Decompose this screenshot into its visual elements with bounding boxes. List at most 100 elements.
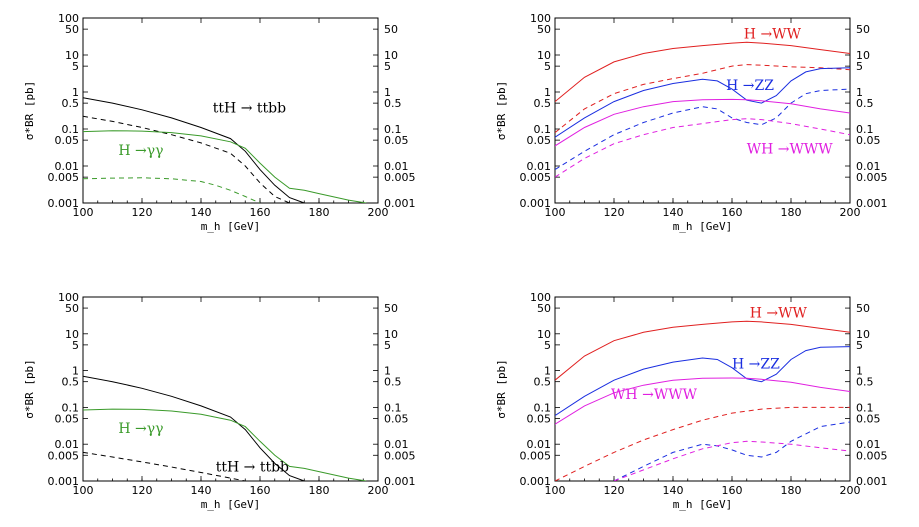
series-line-wh-www-solid — [555, 98, 850, 147]
right-y-tick-label: 0.5 — [384, 376, 402, 389]
y-tick-label: 10 — [537, 328, 551, 341]
annotation-label: ttH → ttbb — [213, 100, 286, 116]
right-y-tick-label: 0.005 — [384, 449, 416, 462]
right-y-tick-label: 0.01 — [384, 160, 409, 173]
y-tick-label: 0.005 — [520, 171, 552, 184]
y-tick-label: 0.005 — [48, 171, 80, 184]
right-y-tick-label: 0.05 — [856, 412, 881, 425]
y-tick-label: 50 — [65, 23, 79, 36]
y-tick-label: 0.5 — [62, 376, 80, 389]
x-tick-label: 160 — [722, 484, 743, 497]
y-tick-label: 100 — [530, 12, 551, 25]
right-y-tick-label: 50 — [856, 302, 870, 315]
right-y-tick-label: 0.5 — [856, 97, 874, 110]
x-tick-label: 100 — [545, 484, 566, 497]
y-axis-title: σ*BR [pb] — [495, 81, 508, 141]
y-tick-label: 0.005 — [48, 449, 80, 462]
right-y-tick-label: 5 — [384, 60, 391, 73]
right-y-tick-label: 0.001 — [384, 197, 416, 210]
y-tick-label: 0.01 — [527, 438, 552, 451]
series-line-wh-www-solid — [555, 377, 850, 425]
right-y-tick-label: 0.01 — [856, 438, 881, 451]
series-line-h-zz-dashed — [613, 421, 850, 481]
x-tick-label: 140 — [663, 206, 684, 219]
series-line-h-ww-solid — [555, 41, 850, 102]
series-line-h-zz-solid — [555, 346, 850, 417]
annotation-label: WH →WWW — [611, 387, 698, 403]
x-tick-label: 180 — [781, 206, 802, 219]
x-tick-label: 200 — [368, 484, 389, 497]
y-tick-label: 10 — [537, 49, 551, 62]
x-tick-label: 140 — [663, 484, 684, 497]
annotation-label: H →ZZ — [732, 356, 780, 372]
annotation-label: H →ZZ — [726, 78, 774, 94]
right-y-tick-label: 0.01 — [856, 160, 881, 173]
right-y-tick-label: 0.005 — [384, 171, 416, 184]
series-line-tth-ttbb-dashed — [83, 115, 290, 203]
x-tick-label: 140 — [191, 484, 212, 497]
y-tick-label: 0.1 — [534, 123, 552, 136]
annotation-label: WH →WWW — [747, 141, 834, 157]
series-line-tth-ttbb-solid — [83, 97, 305, 203]
x-tick-label: 160 — [250, 484, 271, 497]
y-tick-label: 5 — [72, 339, 79, 352]
y-axis-title: σ*BR [pb] — [23, 81, 36, 141]
right-y-tick-label: 0.001 — [856, 197, 888, 210]
y-axis-title: σ*BR [pb] — [23, 359, 36, 419]
series-line-h-solid — [83, 408, 367, 481]
x-tick-label: 140 — [191, 206, 212, 219]
x-tick-label: 200 — [368, 206, 389, 219]
x-tick-label: 100 — [545, 206, 566, 219]
y-tick-label: 0.1 — [62, 123, 80, 136]
right-y-tick-label: 0.05 — [384, 412, 409, 425]
y-tick-label: 0.01 — [527, 160, 552, 173]
right-y-tick-label: 5 — [384, 339, 391, 352]
right-y-tick-label: 10 — [384, 328, 398, 341]
right-y-tick-label: 0.005 — [856, 449, 888, 462]
right-y-tick-label: 0.1 — [384, 401, 402, 414]
y-tick-label: 0.05 — [55, 412, 80, 425]
series-line-tth-ttbb-solid — [83, 375, 305, 481]
annotation-label: H →γγ — [118, 143, 163, 159]
x-tick-label: 120 — [604, 484, 625, 497]
right-y-tick-label: 0.005 — [856, 171, 888, 184]
y-tick-label: 50 — [537, 302, 551, 315]
right-y-tick-label: 1 — [384, 365, 391, 378]
y-tick-label: 0.001 — [48, 475, 80, 488]
y-tick-label: 1 — [72, 365, 79, 378]
x-tick-label: 160 — [722, 206, 743, 219]
series-line-tth-ttbb-dashed — [83, 451, 246, 481]
annotation-label: H →γγ — [118, 421, 163, 437]
right-y-tick-label: 0.01 — [384, 438, 409, 451]
series-line-h-ww-dashed — [555, 64, 850, 133]
right-y-tick-label: 0.5 — [856, 376, 874, 389]
y-tick-label: 1 — [544, 86, 551, 99]
right-y-tick-label: 0.05 — [856, 134, 881, 147]
x-axis-title: m_h [GeV] — [673, 220, 733, 233]
y-tick-label: 1 — [544, 365, 551, 378]
y-tick-label: 1 — [72, 86, 79, 99]
plot-frame — [82, 296, 379, 482]
annotation-label: H →WW — [750, 305, 808, 321]
y-tick-label: 100 — [530, 291, 551, 304]
y-tick-label: 0.05 — [55, 134, 80, 147]
right-y-tick-label: 0.05 — [384, 134, 409, 147]
y-tick-label: 0.5 — [534, 97, 552, 110]
right-y-tick-label: 10 — [856, 49, 870, 62]
y-tick-label: 0.005 — [520, 449, 552, 462]
panel-bottom-left: 100 120 140 160 180 2000.0010.0050.010.050.10… — [23, 291, 416, 511]
series-line-h-solid — [83, 130, 367, 203]
x-tick-label: 180 — [309, 206, 330, 219]
series-line-h-ww-solid — [555, 320, 850, 381]
series-line-wh-www-dashed — [613, 440, 850, 481]
x-tick-label: 160 — [250, 206, 271, 219]
series-line-h-zz-dashed — [555, 88, 850, 171]
panel-top-right: 100 120 140 160 180 2000.0010.0050.010.050.10… — [495, 12, 888, 233]
x-tick-label: 200 — [840, 206, 861, 219]
x-tick-label: 120 — [604, 206, 625, 219]
y-tick-label: 50 — [537, 23, 551, 36]
y-tick-label: 10 — [65, 49, 79, 62]
y-tick-label: 0.001 — [520, 475, 552, 488]
panel-bottom-right: 100 120 140 160 180 2000.0010.0050.010.050.10… — [495, 291, 888, 511]
x-tick-label: 100 — [73, 484, 94, 497]
